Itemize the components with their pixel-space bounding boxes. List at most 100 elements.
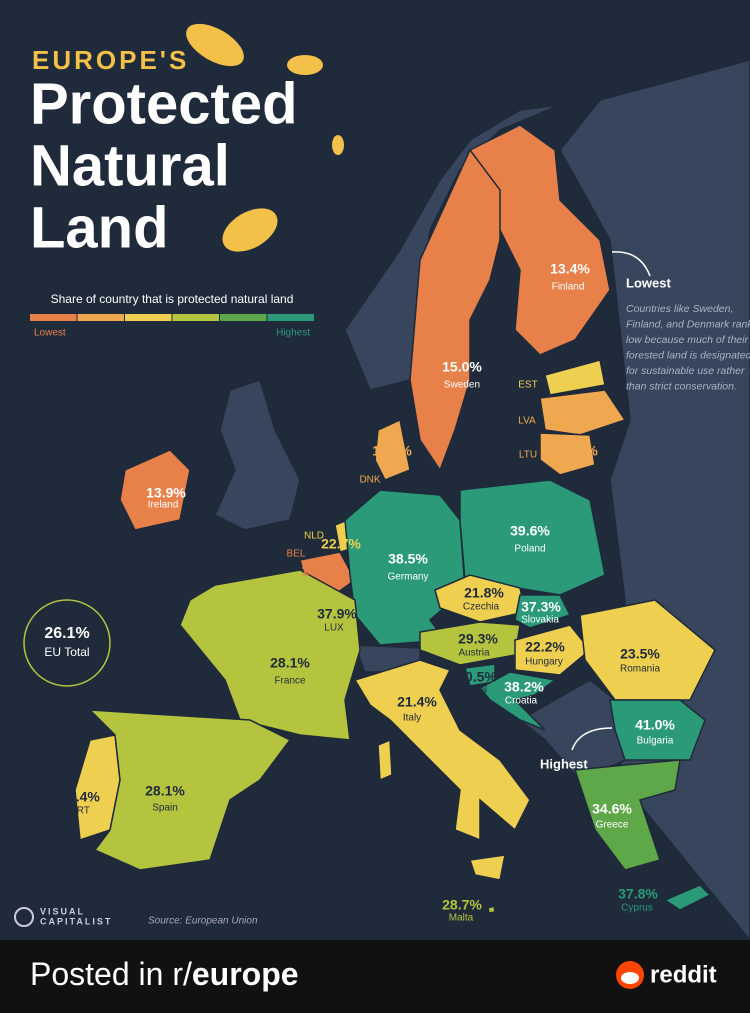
- country-shape: [544, 359, 606, 396]
- country-name: Sweden: [444, 380, 480, 391]
- country-name: Austria: [458, 648, 490, 659]
- country-name: PRT: [70, 806, 90, 817]
- country-name: Italy: [403, 713, 421, 724]
- country-name: LTU: [519, 450, 537, 461]
- country-shape: [539, 432, 596, 476]
- country-label: 28.7%Malta: [442, 897, 482, 924]
- country-label: 13.4% Finland: [550, 261, 590, 293]
- country-value: 22.4%: [60, 789, 100, 805]
- country-name: Greece: [596, 820, 629, 831]
- legend-swatch: [30, 314, 77, 321]
- country-value: 14.7%: [301, 563, 341, 579]
- country-name: Romania: [620, 664, 660, 675]
- country-name: Slovakia: [521, 615, 559, 626]
- country-name: LUX: [324, 623, 344, 634]
- country-label: 40.5%SVN: [457, 669, 497, 696]
- eu-total-ring: [23, 599, 111, 687]
- country-label: 37.8%Cyprus: [618, 886, 658, 914]
- note-line: Finland, and Denmark rank: [626, 318, 750, 330]
- country-name: Cyprus: [621, 903, 653, 914]
- title: Protected: [30, 71, 298, 136]
- note-line: for sustainable use rather: [626, 365, 745, 377]
- country-label: 23.5% Romania: [620, 646, 660, 675]
- country-value: 13.9%: [146, 485, 186, 501]
- country-shape: [353, 659, 531, 842]
- country-label: 17.8% LTU: [519, 443, 598, 461]
- country-name: SVN: [467, 685, 488, 696]
- country-name: Czechia: [463, 602, 500, 613]
- posted: Posted in r/europe: [30, 956, 299, 992]
- country-name: Hungary: [525, 657, 563, 668]
- eu-total-label: EU Total: [44, 645, 89, 659]
- country-name: Poland: [514, 544, 545, 555]
- country-label: 39.6% Poland: [510, 523, 550, 555]
- country-value: 22.2%: [525, 639, 565, 655]
- title: Land: [30, 195, 169, 260]
- country-shape: [374, 418, 411, 481]
- country-shape: [514, 594, 572, 629]
- country-label: 28.1% Spain: [145, 783, 185, 814]
- country-label: 37.3%Slovakia: [521, 599, 561, 626]
- reddit-logo: [621, 972, 639, 984]
- note-line: forested land is designated: [626, 349, 750, 361]
- legend-swatch: [267, 314, 314, 321]
- country-shape: [663, 884, 712, 911]
- legend-swatch: [77, 314, 124, 321]
- subreddit[interactable]: europe: [192, 956, 299, 992]
- arrow: [611, 251, 651, 277]
- country-name: NLD: [304, 531, 324, 542]
- labels: 13.4%Finland15.0%Sweden21.0%EST18.1%LVA1…: [60, 261, 675, 924]
- country-label: 22.2% Hungary: [525, 639, 565, 668]
- country-label: 15.1% DNK: [359, 443, 412, 486]
- note-line: low because much of their: [626, 334, 748, 346]
- country-label: 37.9%LUX: [317, 606, 357, 634]
- country-value: 15.1%: [372, 443, 412, 459]
- note-line: than strict conservation.: [626, 380, 737, 392]
- annotation-lowest: Lowest: [626, 275, 671, 290]
- legend-swatch: [172, 314, 219, 321]
- country-label: 34.6% Greece: [592, 801, 632, 831]
- posted-prefix: Posted in r/: [30, 956, 192, 992]
- country-label: 15.0% Sweden: [442, 359, 482, 391]
- country-label: 18.1% LVA: [518, 409, 616, 427]
- country-value: 37.9%: [317, 606, 357, 622]
- country-shape: [377, 738, 393, 782]
- country-name: BEL: [287, 549, 306, 560]
- country-value: 40.5%: [457, 669, 497, 685]
- brand: VISUAL: [40, 906, 85, 916]
- country-name: Croatia: [505, 696, 538, 707]
- country-label: 29.3%Austria: [458, 631, 498, 659]
- country-name: Spain: [152, 803, 178, 814]
- brand: CAPITALIST: [40, 916, 112, 926]
- legend-swatch: [220, 314, 267, 321]
- country-value: 21.8%: [464, 585, 504, 601]
- country-value: 21.4%: [397, 694, 437, 710]
- country-value: 29.3%: [458, 631, 498, 647]
- country-value: 17.8%: [558, 443, 598, 459]
- country-shape: [478, 671, 557, 731]
- country-shape: [514, 624, 592, 676]
- country-value: 28.7%: [442, 897, 482, 913]
- country-shape: [573, 759, 681, 871]
- country-label: 14.7% BEL: [287, 549, 342, 579]
- country-value: 34.6%: [592, 801, 632, 817]
- note-line: Countries like Sweden,: [626, 303, 733, 315]
- country-name: LVA: [518, 416, 536, 427]
- country-value: 28.1%: [270, 655, 310, 671]
- legend-low: Lowest: [34, 328, 66, 339]
- country-shape: [179, 569, 361, 741]
- country-label: 41.0% Bulgaria: [635, 717, 675, 747]
- legend-high: Highest: [276, 328, 310, 339]
- country-name: France: [274, 676, 306, 687]
- country-shape: [609, 699, 706, 761]
- country-value: 38.5%: [388, 551, 428, 567]
- country-shape: [469, 854, 506, 881]
- country-value: 28.1%: [145, 783, 185, 799]
- country-label: 21.8%Czechia: [463, 585, 504, 613]
- country-value: 41.0%: [635, 717, 675, 733]
- country-label: 22.7%NLD: [304, 531, 361, 552]
- arrow: [571, 727, 613, 751]
- country-name: EST: [518, 380, 537, 391]
- brand-logo: [14, 907, 34, 927]
- site[interactable]: reddit: [650, 961, 717, 988]
